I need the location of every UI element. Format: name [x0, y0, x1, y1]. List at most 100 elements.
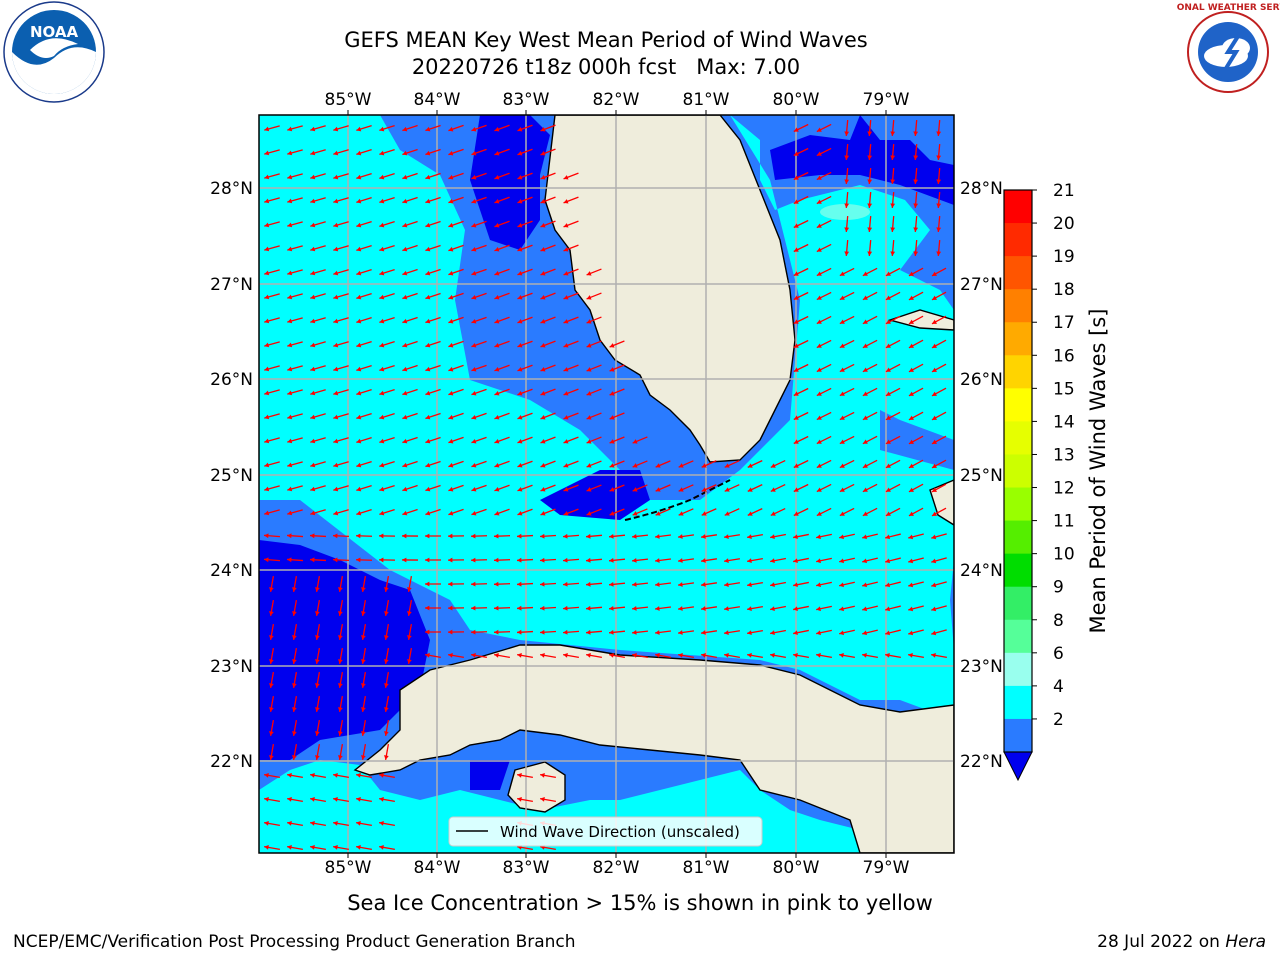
wave-arrow-head [448, 462, 454, 468]
wave-arrow-head [540, 223, 546, 228]
wave-arrow-head [563, 557, 568, 563]
wave-arrow-head [839, 463, 845, 468]
colorbar-band [1004, 652, 1032, 687]
wave-arrow-head [747, 653, 752, 658]
wave-arrow-head [356, 318, 362, 324]
wave-arrow-head [632, 511, 638, 516]
lat-tick-label-right: 28°N [960, 179, 1003, 199]
wave-arrow-head [269, 755, 274, 760]
wave-arrow-head [862, 319, 868, 324]
wave-arrow-head [287, 318, 293, 324]
wave-arrow-head [770, 534, 775, 540]
wave-arrow-head [310, 533, 315, 539]
wave-arrow-head [425, 510, 431, 516]
wave-arrow-head [563, 319, 569, 324]
wave-arrow-head [913, 203, 919, 208]
wave-arrow-head [402, 414, 408, 420]
wave-arrow-head [356, 342, 362, 348]
wave-arrow-head [338, 731, 343, 736]
wave-arrow-head [333, 270, 339, 276]
wave-arrow-head [632, 630, 637, 635]
wave-arrow-head [862, 295, 868, 300]
wave-arrow-head [908, 606, 914, 612]
wave-arrow-head [655, 630, 660, 635]
wave-arrow-head [333, 510, 339, 516]
wave-arrow-head [816, 271, 822, 276]
wave-arrow-head [908, 319, 914, 324]
wave-arrow-head [269, 683, 274, 688]
wave-arrow-head [563, 343, 569, 348]
wave-arrow-head [793, 630, 798, 636]
wave-arrow-head [862, 630, 868, 636]
wave-arrow-head [287, 174, 293, 180]
wave-arrow-head [839, 271, 845, 276]
wave-arrow-head [540, 511, 546, 516]
wave-arrow-head [793, 487, 799, 492]
wave-arrow-head [793, 199, 799, 204]
colorbar-band [1004, 223, 1032, 257]
wave-arrow-head [844, 251, 850, 256]
wave-arrow-head [655, 606, 660, 611]
wave-arrow-head [494, 533, 499, 539]
lon-tick-label-top: 79°W [863, 90, 910, 110]
wave-arrow-head [816, 606, 821, 612]
wave-arrow-head [770, 558, 775, 564]
wave-arrow-head [315, 611, 320, 616]
wave-arrow-head [632, 534, 637, 539]
wave-arrow-head [862, 653, 867, 658]
wave-arrow-head [931, 630, 937, 636]
wave-arrow-head [384, 755, 389, 760]
wave-arrow-head [655, 653, 660, 658]
wave-arrow-head [384, 707, 389, 712]
colorbar-tick-label: 6 [1053, 644, 1064, 664]
wave-arrow-head [890, 179, 896, 184]
wave-arrow-head [563, 391, 569, 396]
wave-arrow-head [402, 342, 408, 348]
wave-arrow-head [862, 582, 868, 588]
wave-arrow-head [747, 606, 752, 611]
wave-arrow-head [885, 415, 891, 420]
wave-arrow-head [471, 486, 477, 492]
land-mass [507, 761, 566, 813]
wave-arrow-head [678, 534, 683, 539]
wave-arrow-head [609, 439, 615, 444]
wave-arrow-head [264, 557, 269, 563]
wave-arrow-head [793, 391, 799, 396]
wave-arrow-head [632, 439, 638, 444]
lat-tick-label-left: 26°N [210, 370, 253, 390]
colorbar-frame [1003, 189, 1033, 753]
wave-arrow-head [563, 295, 569, 300]
wave-arrow-head [402, 126, 408, 132]
wave-arrow-head [494, 557, 499, 563]
wave-arrow-head [471, 366, 477, 372]
wave-arrow-head [839, 343, 845, 348]
wave-arrow-head [609, 557, 614, 563]
wave-arrow-head [269, 731, 274, 736]
wave-arrow-head [793, 127, 799, 132]
wave-arrow-head [563, 463, 569, 468]
colorbar-band [1004, 520, 1032, 555]
wave-arrow-head [609, 415, 615, 420]
wave-arrow-head [867, 227, 873, 232]
wave-arrow-head [540, 533, 545, 539]
wave-arrow-head [264, 486, 270, 492]
wave-arrow-head [816, 463, 822, 468]
wave-arrow-head [448, 581, 453, 587]
wave-arrow-head [356, 773, 361, 778]
wave-arrow-head [356, 510, 362, 516]
wave-arrow-head [931, 439, 937, 444]
wave-arrow-head [448, 510, 454, 516]
map-frame [258, 114, 955, 854]
wave-arrow-head [586, 391, 592, 396]
lon-tick-label-top: 81°W [683, 90, 730, 110]
wave-arrow-head [379, 821, 384, 826]
wave-arrow-head [586, 367, 592, 372]
lon-tick-label-top: 82°W [593, 90, 640, 110]
wave-arrow-head [333, 222, 339, 228]
wave-arrow-head [356, 270, 362, 276]
wave-arrow-head [517, 247, 523, 252]
wave-arrow-head [517, 463, 523, 468]
wave-arrow-head [678, 487, 684, 492]
wave-arrow-head [494, 414, 500, 420]
colorbar-band [1004, 421, 1032, 455]
